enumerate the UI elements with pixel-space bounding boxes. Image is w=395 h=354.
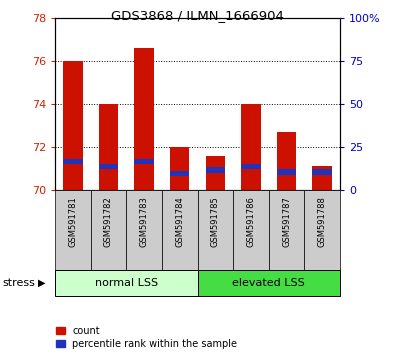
Bar: [205, 167, 225, 173]
Bar: [312, 169, 332, 175]
Text: GSM591784: GSM591784: [175, 196, 184, 247]
Text: ▶: ▶: [38, 278, 45, 288]
Bar: [312, 166, 332, 190]
Text: normal LSS: normal LSS: [95, 278, 158, 288]
Legend: count, percentile rank within the sample: count, percentile rank within the sample: [56, 326, 237, 349]
Bar: [277, 132, 296, 190]
Text: GSM591787: GSM591787: [282, 196, 291, 247]
FancyBboxPatch shape: [162, 190, 198, 270]
Bar: [241, 104, 261, 190]
Bar: [170, 171, 190, 176]
FancyBboxPatch shape: [198, 270, 340, 296]
Bar: [241, 164, 261, 169]
Bar: [63, 61, 83, 190]
Bar: [134, 48, 154, 190]
Bar: [99, 104, 118, 190]
Text: GDS3868 / ILMN_1666904: GDS3868 / ILMN_1666904: [111, 9, 284, 22]
FancyBboxPatch shape: [233, 190, 269, 270]
Text: elevated LSS: elevated LSS: [232, 278, 305, 288]
Bar: [63, 159, 83, 164]
Bar: [277, 169, 296, 175]
Text: GSM591785: GSM591785: [211, 196, 220, 247]
FancyBboxPatch shape: [55, 190, 90, 270]
Text: GSM591782: GSM591782: [104, 196, 113, 247]
FancyBboxPatch shape: [198, 190, 233, 270]
FancyBboxPatch shape: [55, 270, 198, 296]
Text: GSM591781: GSM591781: [68, 196, 77, 247]
Text: stress: stress: [2, 278, 35, 288]
FancyBboxPatch shape: [126, 190, 162, 270]
Bar: [99, 164, 118, 169]
FancyBboxPatch shape: [90, 190, 126, 270]
FancyBboxPatch shape: [269, 190, 305, 270]
Text: GSM591786: GSM591786: [246, 196, 256, 247]
FancyBboxPatch shape: [305, 190, 340, 270]
Bar: [134, 159, 154, 164]
Bar: [205, 156, 225, 190]
Text: GSM591788: GSM591788: [318, 196, 327, 247]
Bar: [170, 147, 190, 190]
Text: GSM591783: GSM591783: [139, 196, 149, 247]
